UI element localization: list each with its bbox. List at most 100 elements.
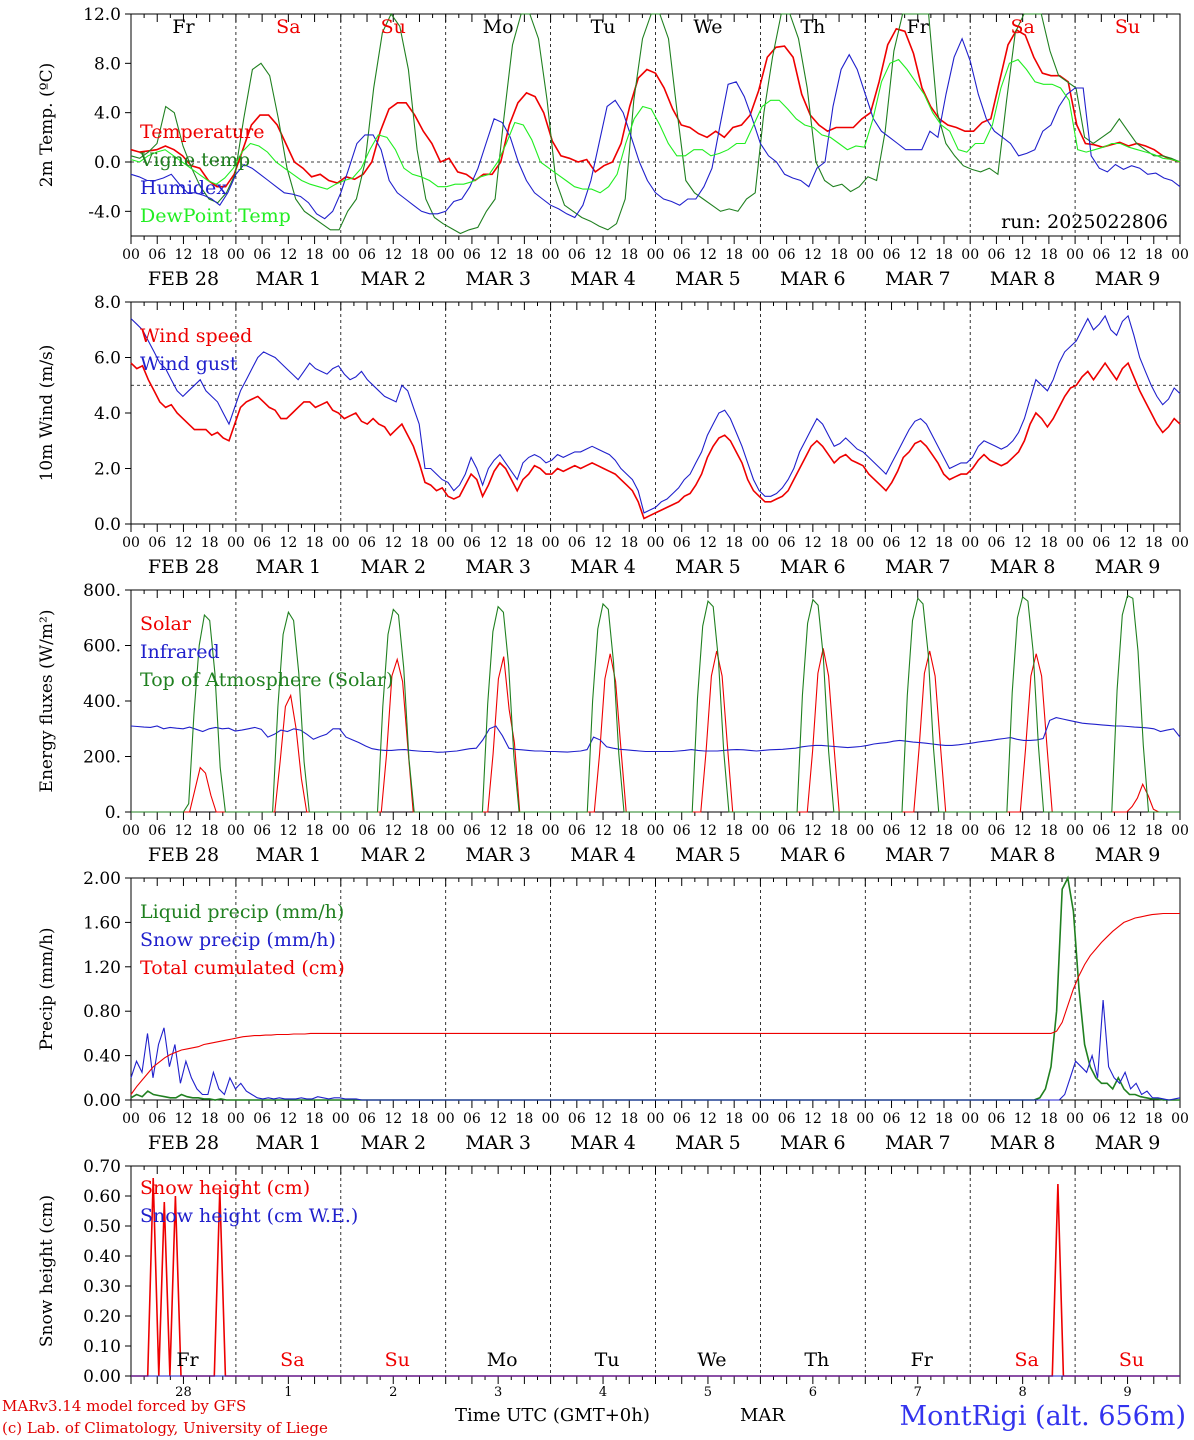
legend-entry: Wind speed (140, 325, 252, 347)
hour-tick-label: 12 (909, 823, 927, 839)
run-annotation: run: 2025022806 (1001, 211, 1168, 233)
y-tick-label: -4.0 (88, 202, 121, 222)
hour-tick-label: 06 (253, 823, 271, 839)
meteogram-svg: -4.00.04.08.012.02m Temp. (ºC)00 06 12 18 00… (37, 5, 1189, 1400)
hour-tick-label: 06 (148, 1111, 166, 1127)
y-tick-label: 400. (83, 692, 121, 712)
y-tick-label: 0.40 (83, 1247, 121, 1267)
hour-tick-label: 12 (909, 1111, 927, 1127)
y-tick-label: 800. (83, 581, 121, 601)
hour-tick-label: 06 (568, 823, 586, 839)
hour-tick-label: 06 (463, 247, 481, 263)
hour-tick-label: 00 (542, 247, 560, 263)
hour-tick-label: 18 (725, 247, 743, 263)
hour-tick-label: 18 (1040, 1111, 1058, 1127)
date-label: MAR 6 (780, 1132, 846, 1154)
series-line-temp-0 (130, 27, 1181, 188)
y-tick-label: 0.20 (83, 1307, 121, 1327)
hour-tick-label: 18 (515, 1111, 533, 1127)
hour-tick-label: 18 (1040, 247, 1058, 263)
y-tick-label: 200. (83, 748, 121, 768)
y-tick-label: 0. (105, 803, 121, 823)
hour-tick-label: 06 (883, 535, 901, 551)
hour-tick-label: 12 (909, 247, 927, 263)
day-of-week-label-bottom: Fr (176, 1349, 199, 1371)
y-tick-label: 2.0 (94, 460, 121, 480)
date-label: MAR 2 (360, 1132, 426, 1154)
y-tick-label: 4.0 (94, 404, 121, 424)
y-tick-label: 0.0 (94, 515, 121, 535)
date-label: FEB 28 (148, 556, 219, 578)
hour-tick-label: 00 (961, 1111, 979, 1127)
date-label: FEB 28 (148, 1132, 219, 1154)
hour-tick-label: 12 (594, 247, 612, 263)
hour-tick-label: 06 (568, 535, 586, 551)
hour-tick-label: 18 (935, 823, 953, 839)
date-label: MAR 2 (360, 268, 426, 290)
legend-entry: Snow height (cm) (140, 1177, 310, 1199)
hour-tick-label: 18 (411, 247, 429, 263)
date-label: MAR 3 (465, 268, 531, 290)
date-label: MAR 4 (570, 268, 636, 290)
series-line-wind-0 (130, 361, 1181, 520)
hour-tick-label: 12 (699, 1111, 717, 1127)
legend-entry: Liquid precip (mm/h) (140, 901, 344, 923)
hour-tick-label: 12 (175, 823, 193, 839)
hour-tick-label: 12 (699, 535, 717, 551)
hour-tick-label: 00 (751, 535, 769, 551)
hour-tick-label: 06 (148, 823, 166, 839)
hour-tick-label: 00 (1066, 823, 1084, 839)
hour-tick-label: 12 (1014, 535, 1032, 551)
date-label: MAR 9 (1095, 268, 1161, 290)
date-label: MAR 1 (256, 268, 322, 290)
series-line-energy-1 (130, 717, 1181, 753)
legend-entry: Infrared (140, 641, 220, 663)
date-label: MAR 2 (360, 556, 426, 578)
hour-tick-label: 00 (122, 535, 140, 551)
hour-tick-label: 12 (384, 823, 402, 839)
hour-tick-label: 12 (594, 823, 612, 839)
legend-entry: Total cumulated (cm) (140, 957, 345, 979)
hour-tick-label: 12 (1014, 823, 1032, 839)
legend-entry: Snow height (cm W.E.) (140, 1205, 358, 1227)
day-of-week-label-bottom: Sa (280, 1349, 304, 1371)
hour-tick-label: 06 (1092, 247, 1110, 263)
day-of-week-label-bottom: Mo (487, 1349, 518, 1371)
day-of-week-label: Sa (1010, 16, 1034, 38)
hour-tick-label: 12 (489, 535, 507, 551)
hour-tick-label: 18 (306, 823, 324, 839)
date-label: MAR 4 (570, 1132, 636, 1154)
hour-tick-label: 18 (515, 247, 533, 263)
date-label: MAR 8 (990, 1132, 1056, 1154)
date-label: MAR 7 (885, 268, 951, 290)
hour-tick-label: 12 (909, 535, 927, 551)
hour-tick-label: 00 (332, 1111, 350, 1127)
model-credit: MARv3.14 model forced by GFS (2, 1397, 247, 1415)
day-of-week-label: Fr (172, 16, 195, 38)
series-line-wind-1 (130, 314, 1181, 514)
y-tick-label: 0.00 (83, 1367, 121, 1387)
hour-tick-label: 00 (1171, 535, 1189, 551)
hour-tick-label: 18 (830, 1111, 848, 1127)
y-tick-label: 8.0 (94, 54, 121, 74)
hour-tick-label: 18 (935, 1111, 953, 1127)
hour-tick-label: 00 (856, 535, 874, 551)
series-line-temp-2 (130, 37, 1181, 220)
hour-tick-label: 12 (1119, 823, 1137, 839)
hour-tick-label: 06 (673, 1111, 691, 1127)
hour-tick-label: 06 (358, 1111, 376, 1127)
date-label: MAR 3 (465, 844, 531, 866)
day-of-week-label: Th (800, 16, 825, 38)
hour-tick-label: 06 (778, 823, 796, 839)
hour-tick-label: 06 (148, 535, 166, 551)
date-label: MAR 9 (1095, 556, 1161, 578)
y-tick-label: 0.70 (83, 1157, 121, 1177)
hour-tick-label: 06 (1092, 823, 1110, 839)
y-axis-title: 10m Wind (m/s) (37, 345, 57, 482)
hour-tick-label: 06 (988, 247, 1006, 263)
date-label: MAR 5 (675, 556, 741, 578)
date-label: MAR 1 (256, 556, 322, 578)
hour-tick-label: 18 (1145, 535, 1163, 551)
lab-credit: (c) Lab. of Climatology, University of L… (2, 1419, 328, 1437)
hour-tick-label: 00 (1171, 247, 1189, 263)
